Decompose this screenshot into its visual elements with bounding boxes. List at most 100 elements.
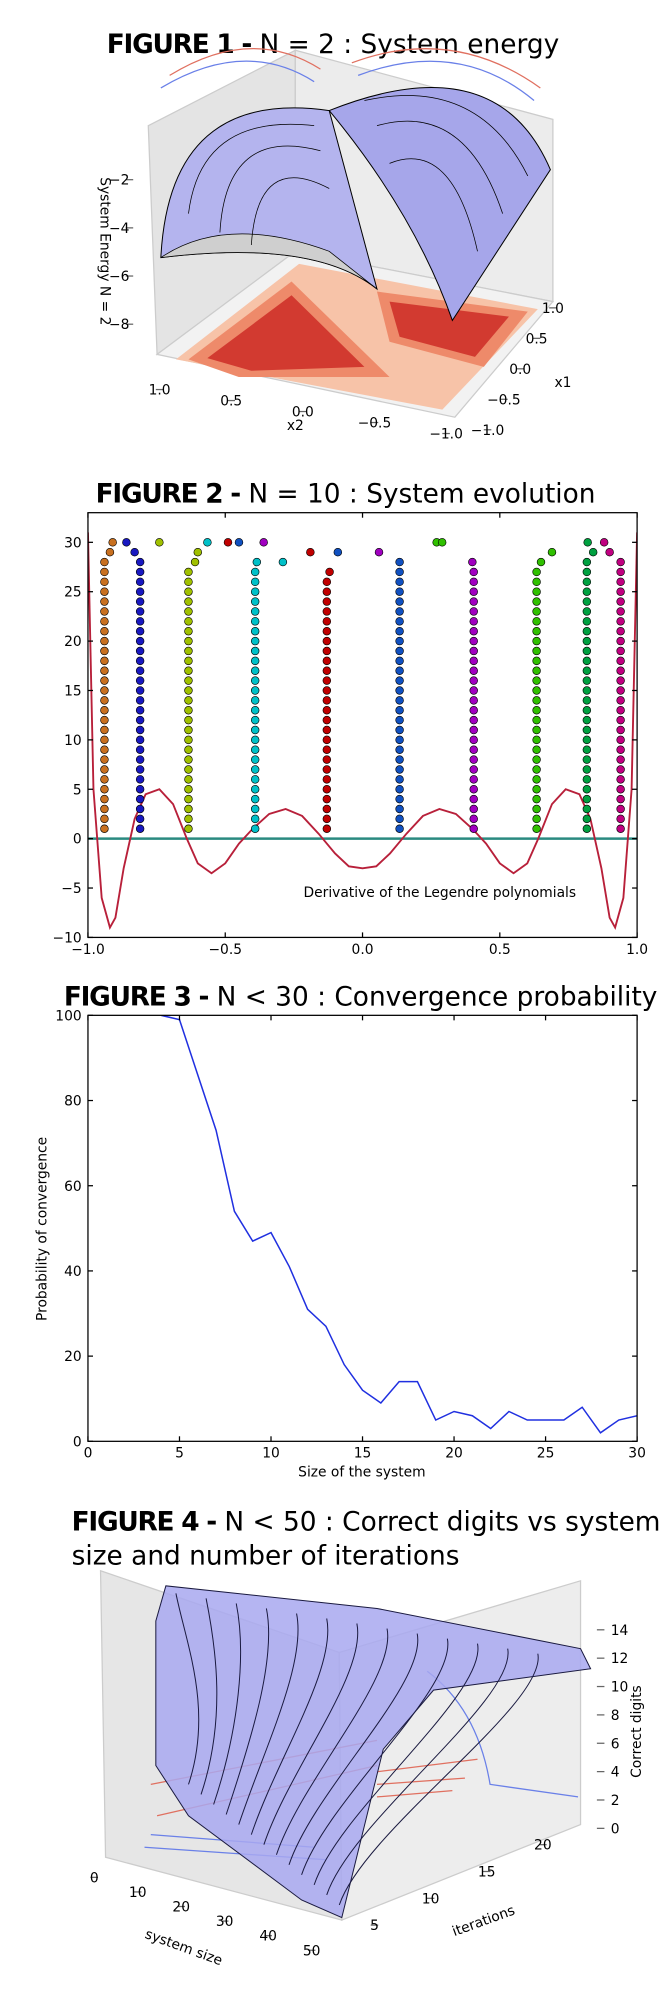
- point: [100, 824, 109, 833]
- point: [184, 676, 193, 685]
- point: [469, 706, 478, 715]
- x-tick-label: 30: [216, 1914, 234, 1930]
- point: [469, 577, 478, 587]
- point: [135, 775, 145, 784]
- point: [135, 706, 145, 715]
- point: [616, 765, 625, 774]
- z-tick-label: 2: [611, 1793, 620, 1809]
- z-tick-label: 12: [611, 1651, 629, 1667]
- point: [469, 587, 478, 596]
- y-tick-label: 40: [64, 1264, 82, 1280]
- point: [322, 646, 332, 656]
- point: [582, 775, 592, 784]
- point: [250, 824, 260, 833]
- mesh-line: [301, 1638, 449, 1876]
- point: [395, 686, 404, 695]
- point: [582, 696, 592, 705]
- point: [184, 587, 193, 596]
- point: [616, 715, 625, 725]
- x-tick-label: 15: [354, 1446, 372, 1462]
- point: [616, 577, 625, 587]
- point: [616, 607, 625, 616]
- y-tick-label: 1.0: [542, 301, 564, 317]
- x-tick-label: 10: [262, 1446, 280, 1462]
- point: [395, 755, 404, 764]
- point: [250, 706, 260, 715]
- point: [395, 706, 404, 715]
- fig4-decor: [99, 1569, 592, 1922]
- point: [184, 745, 193, 754]
- point: [250, 715, 260, 725]
- fig1-decor: [147, 47, 555, 418]
- point: [582, 666, 592, 675]
- point: [616, 557, 625, 567]
- point: [322, 824, 332, 833]
- point: [322, 686, 332, 695]
- y-tick-label: 20: [534, 1838, 552, 1854]
- point: [250, 656, 260, 666]
- point: [184, 597, 193, 606]
- point: [155, 538, 164, 547]
- point: [532, 725, 541, 735]
- point: [184, 735, 193, 745]
- point: [395, 607, 404, 616]
- plot-area: [161, 1015, 638, 1434]
- point: [322, 706, 332, 715]
- point: [322, 755, 332, 764]
- point: [135, 666, 145, 675]
- mesh-line: [275, 1628, 389, 1855]
- point: [532, 617, 541, 626]
- mesh-line: [250, 1618, 329, 1835]
- point: [100, 725, 109, 735]
- point: [532, 735, 541, 745]
- point: [532, 755, 541, 764]
- point: [184, 627, 193, 636]
- y-tick-label: 10: [422, 1891, 440, 1907]
- y-tick-label: 20: [64, 1349, 82, 1365]
- point: [100, 636, 109, 646]
- point: [322, 627, 332, 636]
- point: [395, 627, 404, 636]
- mesh-line: [200, 1598, 218, 1795]
- point: [100, 577, 109, 587]
- z-axis-label: System Energy N = 2: [97, 177, 113, 325]
- point: [582, 745, 592, 754]
- point: [469, 814, 478, 824]
- point: [250, 725, 260, 735]
- point: [469, 715, 478, 725]
- point: [322, 617, 332, 626]
- point: [135, 755, 145, 764]
- point: [250, 775, 260, 784]
- point: [250, 804, 260, 814]
- z-tick-label: 0: [611, 1821, 620, 1837]
- point: [582, 617, 592, 626]
- point: [395, 617, 404, 626]
- point: [250, 676, 260, 685]
- point: [582, 715, 592, 725]
- point: [135, 597, 145, 606]
- x-tick-label: 20: [445, 1446, 463, 1462]
- y-tick-label: 25: [64, 585, 82, 601]
- line: [161, 1015, 638, 1434]
- x-axis-label: system size: [143, 1926, 225, 1969]
- point: [395, 587, 404, 596]
- point: [250, 577, 260, 587]
- point: [322, 696, 332, 705]
- y-tick-label: 15: [478, 1865, 496, 1881]
- point: [306, 547, 315, 557]
- point: [536, 557, 546, 567]
- point: [469, 627, 478, 636]
- surface: [328, 87, 551, 322]
- point: [582, 735, 592, 745]
- point: [469, 765, 478, 774]
- point: [184, 804, 193, 814]
- point: [184, 577, 193, 587]
- point: [250, 627, 260, 636]
- point: [582, 627, 592, 636]
- x-tick-label: 1.0: [626, 942, 648, 958]
- x-tick-label: 0.5: [220, 394, 242, 410]
- title-prefix: FIGURE 1 -: [107, 30, 252, 60]
- point: [135, 607, 145, 616]
- title-text: N < 50 : Correct digits vs system: [224, 1508, 660, 1538]
- point: [616, 646, 625, 656]
